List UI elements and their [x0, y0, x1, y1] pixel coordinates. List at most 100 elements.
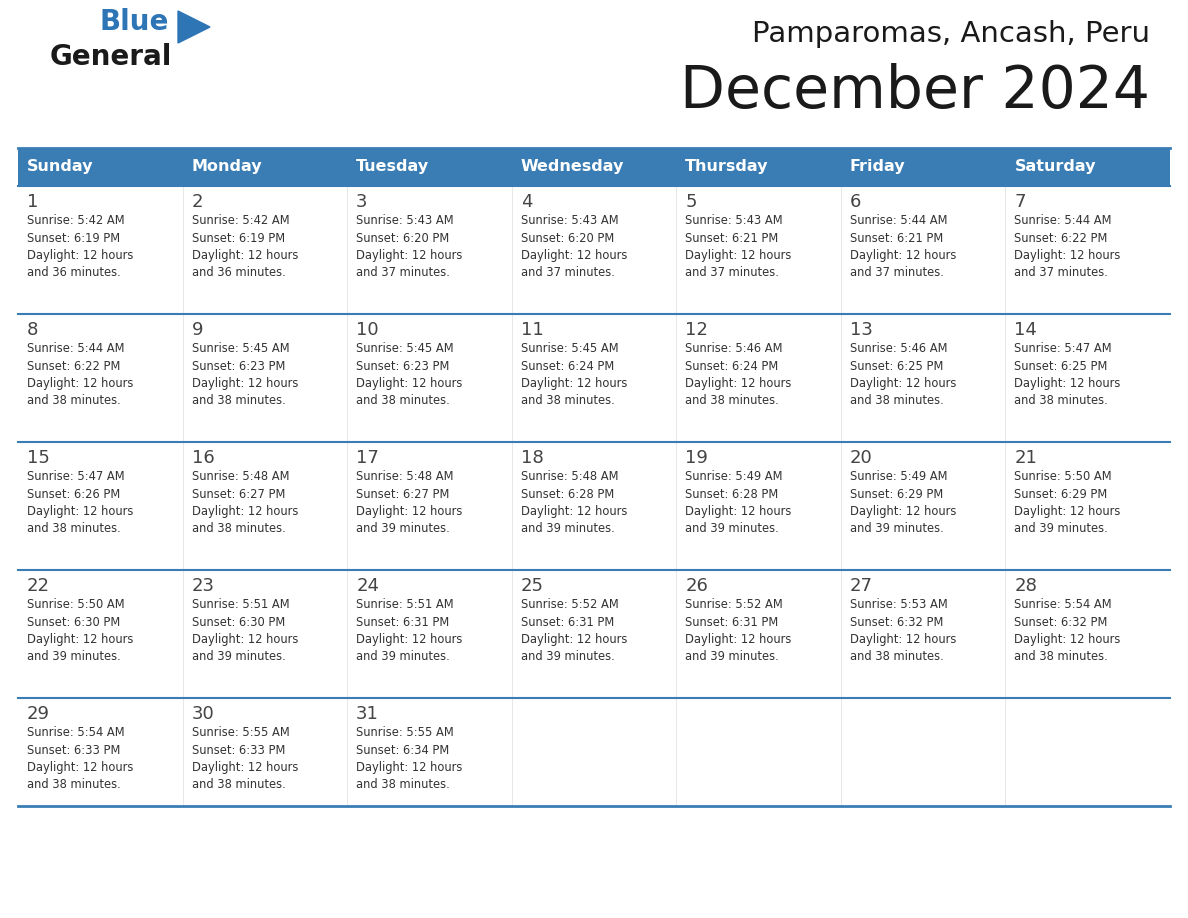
Text: Sunrise: 5:51 AM: Sunrise: 5:51 AM: [191, 598, 289, 611]
Bar: [841, 314, 1005, 442]
Bar: [347, 698, 512, 806]
Bar: [18, 314, 183, 442]
Bar: [347, 186, 512, 314]
Bar: [512, 698, 676, 806]
Text: Monday: Monday: [191, 160, 263, 174]
Text: Daylight: 12 hours: Daylight: 12 hours: [27, 377, 133, 390]
Text: Sunrise: 5:49 AM: Sunrise: 5:49 AM: [849, 470, 947, 483]
Text: Sunrise: 5:46 AM: Sunrise: 5:46 AM: [849, 342, 947, 355]
Text: Daylight: 12 hours: Daylight: 12 hours: [356, 377, 462, 390]
Text: and 38 minutes.: and 38 minutes.: [27, 395, 121, 408]
Text: Sunset: 6:30 PM: Sunset: 6:30 PM: [191, 615, 285, 629]
Text: 18: 18: [520, 449, 543, 467]
Text: and 39 minutes.: and 39 minutes.: [520, 651, 614, 664]
Text: Sunrise: 5:54 AM: Sunrise: 5:54 AM: [1015, 598, 1112, 611]
Bar: [18, 570, 183, 698]
Text: Sunrise: 5:51 AM: Sunrise: 5:51 AM: [356, 598, 454, 611]
Text: Sunrise: 5:52 AM: Sunrise: 5:52 AM: [685, 598, 783, 611]
Text: 24: 24: [356, 577, 379, 595]
Text: 30: 30: [191, 705, 214, 723]
Text: 4: 4: [520, 193, 532, 211]
Text: 5: 5: [685, 193, 697, 211]
Text: and 38 minutes.: and 38 minutes.: [1015, 651, 1108, 664]
Text: Sunrise: 5:42 AM: Sunrise: 5:42 AM: [191, 214, 289, 227]
Text: Sunset: 6:26 PM: Sunset: 6:26 PM: [27, 487, 120, 500]
Bar: [18, 186, 183, 314]
Text: Sunrise: 5:47 AM: Sunrise: 5:47 AM: [1015, 342, 1112, 355]
Text: Daylight: 12 hours: Daylight: 12 hours: [1015, 377, 1120, 390]
Text: and 38 minutes.: and 38 minutes.: [191, 395, 285, 408]
Bar: [1005, 698, 1170, 806]
Bar: [18, 698, 183, 806]
Text: and 37 minutes.: and 37 minutes.: [520, 266, 614, 279]
Text: and 38 minutes.: and 38 minutes.: [1015, 395, 1108, 408]
Text: Daylight: 12 hours: Daylight: 12 hours: [27, 633, 133, 646]
Text: 9: 9: [191, 321, 203, 339]
Text: and 39 minutes.: and 39 minutes.: [685, 651, 779, 664]
Bar: [676, 186, 841, 314]
Text: Daylight: 12 hours: Daylight: 12 hours: [356, 761, 462, 774]
Text: Sunset: 6:20 PM: Sunset: 6:20 PM: [356, 231, 449, 244]
Text: and 39 minutes.: and 39 minutes.: [520, 522, 614, 535]
Text: Sunset: 6:19 PM: Sunset: 6:19 PM: [191, 231, 285, 244]
Text: and 39 minutes.: and 39 minutes.: [849, 522, 943, 535]
Text: Sunset: 6:21 PM: Sunset: 6:21 PM: [685, 231, 778, 244]
Text: Sunrise: 5:50 AM: Sunrise: 5:50 AM: [1015, 470, 1112, 483]
Text: Daylight: 12 hours: Daylight: 12 hours: [356, 505, 462, 518]
Text: and 37 minutes.: and 37 minutes.: [685, 266, 779, 279]
Text: Daylight: 12 hours: Daylight: 12 hours: [849, 377, 956, 390]
Bar: [347, 148, 512, 186]
Text: Friday: Friday: [849, 160, 905, 174]
Text: and 39 minutes.: and 39 minutes.: [1015, 522, 1108, 535]
Text: Sunset: 6:31 PM: Sunset: 6:31 PM: [356, 615, 449, 629]
Text: 6: 6: [849, 193, 861, 211]
Text: Sunrise: 5:52 AM: Sunrise: 5:52 AM: [520, 598, 619, 611]
Bar: [183, 314, 347, 442]
Bar: [841, 186, 1005, 314]
Bar: [512, 148, 676, 186]
Text: Daylight: 12 hours: Daylight: 12 hours: [685, 249, 791, 262]
Text: 11: 11: [520, 321, 543, 339]
Text: and 38 minutes.: and 38 minutes.: [849, 651, 943, 664]
Text: Daylight: 12 hours: Daylight: 12 hours: [1015, 249, 1120, 262]
Text: and 39 minutes.: and 39 minutes.: [356, 651, 450, 664]
Text: Sunrise: 5:44 AM: Sunrise: 5:44 AM: [849, 214, 947, 227]
Text: Sunset: 6:28 PM: Sunset: 6:28 PM: [520, 487, 614, 500]
Text: Sunrise: 5:55 AM: Sunrise: 5:55 AM: [356, 726, 454, 739]
Text: Sunrise: 5:46 AM: Sunrise: 5:46 AM: [685, 342, 783, 355]
Text: Sunset: 6:19 PM: Sunset: 6:19 PM: [27, 231, 120, 244]
Bar: [183, 570, 347, 698]
Text: Saturday: Saturday: [1015, 160, 1095, 174]
Text: and 38 minutes.: and 38 minutes.: [685, 395, 779, 408]
Text: and 37 minutes.: and 37 minutes.: [1015, 266, 1108, 279]
Text: Sunset: 6:33 PM: Sunset: 6:33 PM: [27, 744, 120, 756]
Text: Sunset: 6:32 PM: Sunset: 6:32 PM: [849, 615, 943, 629]
Text: General: General: [50, 43, 172, 71]
Text: Daylight: 12 hours: Daylight: 12 hours: [685, 505, 791, 518]
Text: and 38 minutes.: and 38 minutes.: [849, 395, 943, 408]
Text: and 36 minutes.: and 36 minutes.: [27, 266, 121, 279]
Text: Sunset: 6:20 PM: Sunset: 6:20 PM: [520, 231, 614, 244]
Text: and 38 minutes.: and 38 minutes.: [356, 778, 450, 791]
Bar: [676, 314, 841, 442]
Text: 25: 25: [520, 577, 544, 595]
Text: Sunset: 6:21 PM: Sunset: 6:21 PM: [849, 231, 943, 244]
Text: Sunset: 6:23 PM: Sunset: 6:23 PM: [191, 360, 285, 373]
Bar: [841, 570, 1005, 698]
Text: 7: 7: [1015, 193, 1026, 211]
Bar: [512, 570, 676, 698]
Text: 2: 2: [191, 193, 203, 211]
Text: Sunrise: 5:48 AM: Sunrise: 5:48 AM: [191, 470, 289, 483]
Bar: [841, 698, 1005, 806]
Text: Sunset: 6:22 PM: Sunset: 6:22 PM: [1015, 231, 1107, 244]
Text: Sunrise: 5:54 AM: Sunrise: 5:54 AM: [27, 726, 125, 739]
Text: Sunset: 6:22 PM: Sunset: 6:22 PM: [27, 360, 120, 373]
Text: Daylight: 12 hours: Daylight: 12 hours: [1015, 505, 1120, 518]
Bar: [1005, 314, 1170, 442]
Text: and 39 minutes.: and 39 minutes.: [27, 651, 121, 664]
Text: Wednesday: Wednesday: [520, 160, 624, 174]
Text: Sunset: 6:29 PM: Sunset: 6:29 PM: [1015, 487, 1107, 500]
Text: 26: 26: [685, 577, 708, 595]
Text: 14: 14: [1015, 321, 1037, 339]
Text: Daylight: 12 hours: Daylight: 12 hours: [520, 633, 627, 646]
